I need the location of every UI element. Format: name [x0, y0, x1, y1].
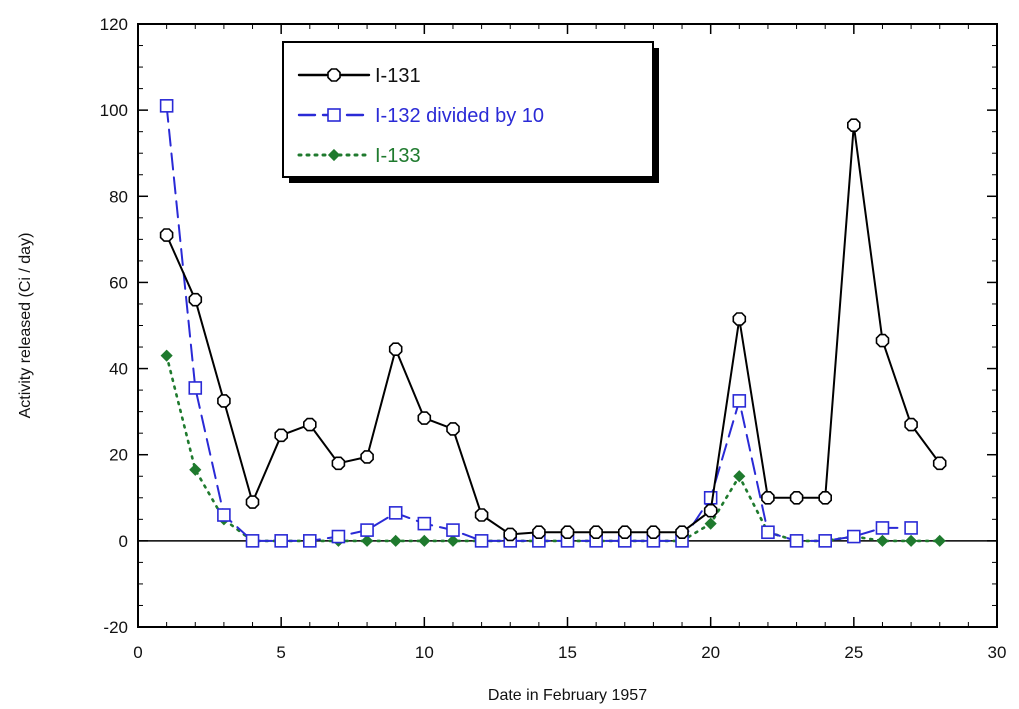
data-point-i-131	[617, 525, 632, 540]
data-point-i-131	[388, 342, 403, 357]
data-point-i-131	[503, 527, 518, 542]
y-tick-label: -20	[103, 618, 128, 637]
data-point-i-131	[703, 503, 718, 518]
data-point-i-132-divided-by-10	[703, 490, 718, 505]
data-point-i-132-divided-by-10	[847, 529, 861, 544]
series-i-133	[160, 349, 946, 547]
data-point-i-133	[446, 534, 460, 547]
data-point-i-131	[302, 417, 317, 432]
legend-marker	[327, 108, 341, 122]
data-point-i-131	[331, 456, 346, 471]
data-point-i-133	[189, 463, 202, 476]
data-point-i-131	[875, 333, 890, 348]
data-point-i-133	[389, 534, 402, 547]
plot-frame	[137, 23, 998, 628]
y-axis-title: Activity released (Ci / day)	[17, 233, 34, 419]
data-point-i-132-divided-by-10	[159, 99, 174, 113]
legend-label: I-133	[375, 145, 421, 167]
legend-label: I-131	[375, 65, 421, 87]
data-point-i-132-divided-by-10	[474, 534, 489, 548]
data-point-i-133	[876, 534, 889, 547]
x-tick-label: 0	[133, 643, 142, 662]
data-point-i-131	[560, 525, 575, 540]
data-point-i-131	[274, 428, 289, 443]
x-tick-label: 15	[558, 643, 577, 662]
data-point-i-131	[761, 490, 775, 505]
data-point-i-132-divided-by-10	[875, 521, 890, 535]
x-tick-label: 10	[415, 643, 434, 662]
data-point-i-132-divided-by-10	[302, 534, 317, 548]
data-point-i-133	[361, 534, 374, 547]
data-point-i-132-divided-by-10	[732, 394, 747, 408]
data-point-i-131	[846, 118, 861, 132]
data-point-i-132-divided-by-10	[360, 523, 374, 537]
tick-labels: 0 5 10 15 20 25 30 -20 0 20 40 60 80 100 120	[100, 15, 1007, 662]
data-point-i-132-divided-by-10	[188, 381, 203, 395]
x-tick-label: 5	[276, 643, 285, 662]
data-point-i-131	[417, 411, 432, 425]
y-tick-label: 80	[109, 187, 128, 206]
data-point-i-132-divided-by-10	[331, 529, 346, 544]
data-point-i-131	[188, 292, 203, 307]
series-layer	[159, 99, 947, 548]
x-tick-label: 20	[701, 643, 720, 662]
data-point-i-131	[446, 422, 460, 436]
data-point-i-132-divided-by-10	[217, 508, 231, 522]
x-tick-label: 25	[844, 643, 863, 662]
y-tick-label: 120	[100, 15, 128, 34]
data-point-i-132-divided-by-10	[446, 523, 460, 537]
legend-box	[282, 41, 654, 178]
data-point-i-131	[474, 508, 489, 522]
data-point-i-132-divided-by-10	[245, 534, 260, 548]
x-tick-label: 30	[988, 643, 1007, 662]
data-point-i-131	[818, 490, 833, 505]
legend-item: I-133	[297, 145, 421, 167]
y-tick-label: 60	[109, 273, 128, 292]
data-point-i-131	[245, 495, 260, 509]
data-point-i-132-divided-by-10	[388, 506, 403, 520]
data-point-i-131	[904, 417, 918, 432]
legend-item: I-131	[297, 65, 421, 87]
y-tick-label: 20	[109, 446, 128, 465]
data-point-i-132-divided-by-10	[417, 516, 432, 531]
data-point-i-131	[932, 456, 947, 471]
data-point-i-132-divided-by-10	[274, 534, 288, 548]
legend-marker	[327, 68, 341, 82]
data-point-i-133	[704, 517, 717, 530]
y-tick-label: 40	[109, 360, 128, 379]
data-point-i-133	[933, 534, 946, 547]
data-point-i-131	[159, 228, 174, 242]
data-point-i-133	[733, 470, 746, 483]
data-point-i-132-divided-by-10	[789, 534, 804, 548]
legend: I-131 I-132 divided by 10 I-133	[282, 41, 659, 183]
data-point-i-131	[217, 394, 231, 408]
data-point-i-132-divided-by-10	[818, 534, 833, 548]
data-point-i-133	[905, 534, 918, 547]
series-line-i-133	[165, 354, 942, 543]
data-point-i-131	[589, 525, 603, 540]
legend-items: I-131 I-132 divided by 10 I-133	[297, 65, 544, 167]
data-point-i-131	[789, 490, 804, 505]
data-point-i-132-divided-by-10	[761, 525, 775, 540]
y-tick-label: 0	[119, 532, 128, 551]
x-axis-title: Date in February 1957	[488, 687, 647, 704]
data-point-i-131	[675, 525, 689, 540]
data-point-i-133	[160, 349, 173, 362]
data-point-i-131	[360, 450, 374, 464]
legend-marker	[327, 148, 341, 162]
data-point-i-133	[418, 534, 431, 547]
data-point-i-131	[646, 525, 661, 540]
data-point-i-131	[732, 312, 747, 326]
y-tick-label: 100	[100, 101, 128, 120]
data-point-i-131	[532, 525, 546, 540]
legend-label: I-132 divided by 10	[375, 105, 544, 127]
data-point-i-132-divided-by-10	[904, 521, 918, 535]
legend-item: I-132 divided by 10	[297, 105, 544, 127]
series-line-i-131	[165, 124, 941, 536]
series-i-131	[159, 118, 947, 542]
